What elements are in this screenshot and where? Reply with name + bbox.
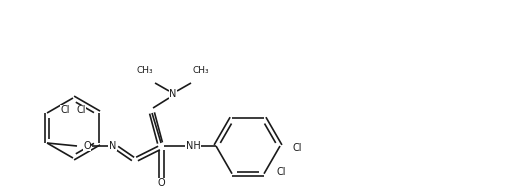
Text: N: N: [169, 89, 177, 99]
Text: Cl: Cl: [77, 105, 86, 115]
Text: CH₃: CH₃: [137, 66, 153, 75]
Text: N: N: [109, 141, 117, 151]
Text: NH: NH: [185, 141, 200, 151]
Text: CH₃: CH₃: [193, 66, 210, 75]
Text: O: O: [157, 178, 165, 188]
Text: O: O: [83, 141, 91, 151]
Text: Cl: Cl: [60, 105, 69, 115]
Text: Cl: Cl: [276, 167, 286, 177]
Text: Cl: Cl: [292, 143, 301, 153]
